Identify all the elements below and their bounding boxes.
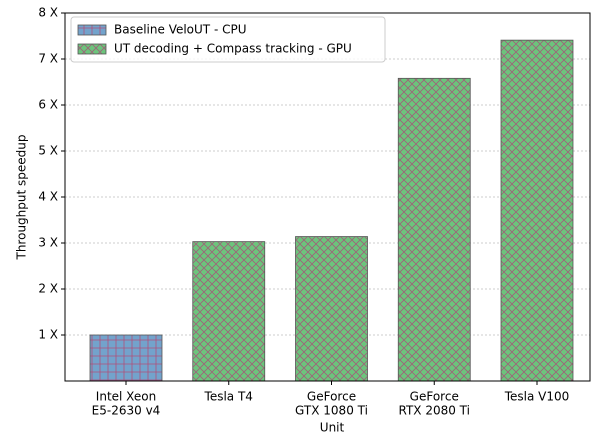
y-tick-label: 8 X [38,6,58,20]
legend-box [70,16,386,63]
y-tick-label: 5 X [38,144,58,158]
x-tick-label: GeForce [307,390,356,404]
legend-label: UT decoding + Compass tracking - GPU [114,42,352,56]
x-tick-label: Tesla V100 [504,390,570,404]
x-tick-label: GeForce [410,390,459,404]
y-tick-label: 2 X [38,282,58,296]
y-tick-label: 1 X [38,328,58,342]
y-tick-label: 6 X [38,98,58,112]
x-axis-label: Unit [320,421,345,435]
x-tick-label: Tesla T4 [204,390,253,404]
x-tick-label: E5-2630 v4 [92,404,161,418]
y-tick-label: 3 X [38,236,58,250]
legend-label: Baseline VeloUT - CPU [114,23,247,37]
y-tick-label: 4 X [38,190,58,204]
bar [397,77,471,382]
bar [295,236,368,382]
bar [192,241,266,382]
x-tick-label: GTX 1080 Ti [295,404,368,418]
y-axis-label: Throughput speedup [15,135,29,261]
bar [89,334,163,382]
legend-swatch [77,43,107,55]
plot-frame [64,12,591,382]
bar [500,39,574,382]
x-tick-label: Intel Xeon [96,390,156,404]
legend-swatch [77,24,107,36]
x-tick-label: RTX 2080 Ti [399,404,470,418]
y-tick-label: 7 X [38,52,58,66]
